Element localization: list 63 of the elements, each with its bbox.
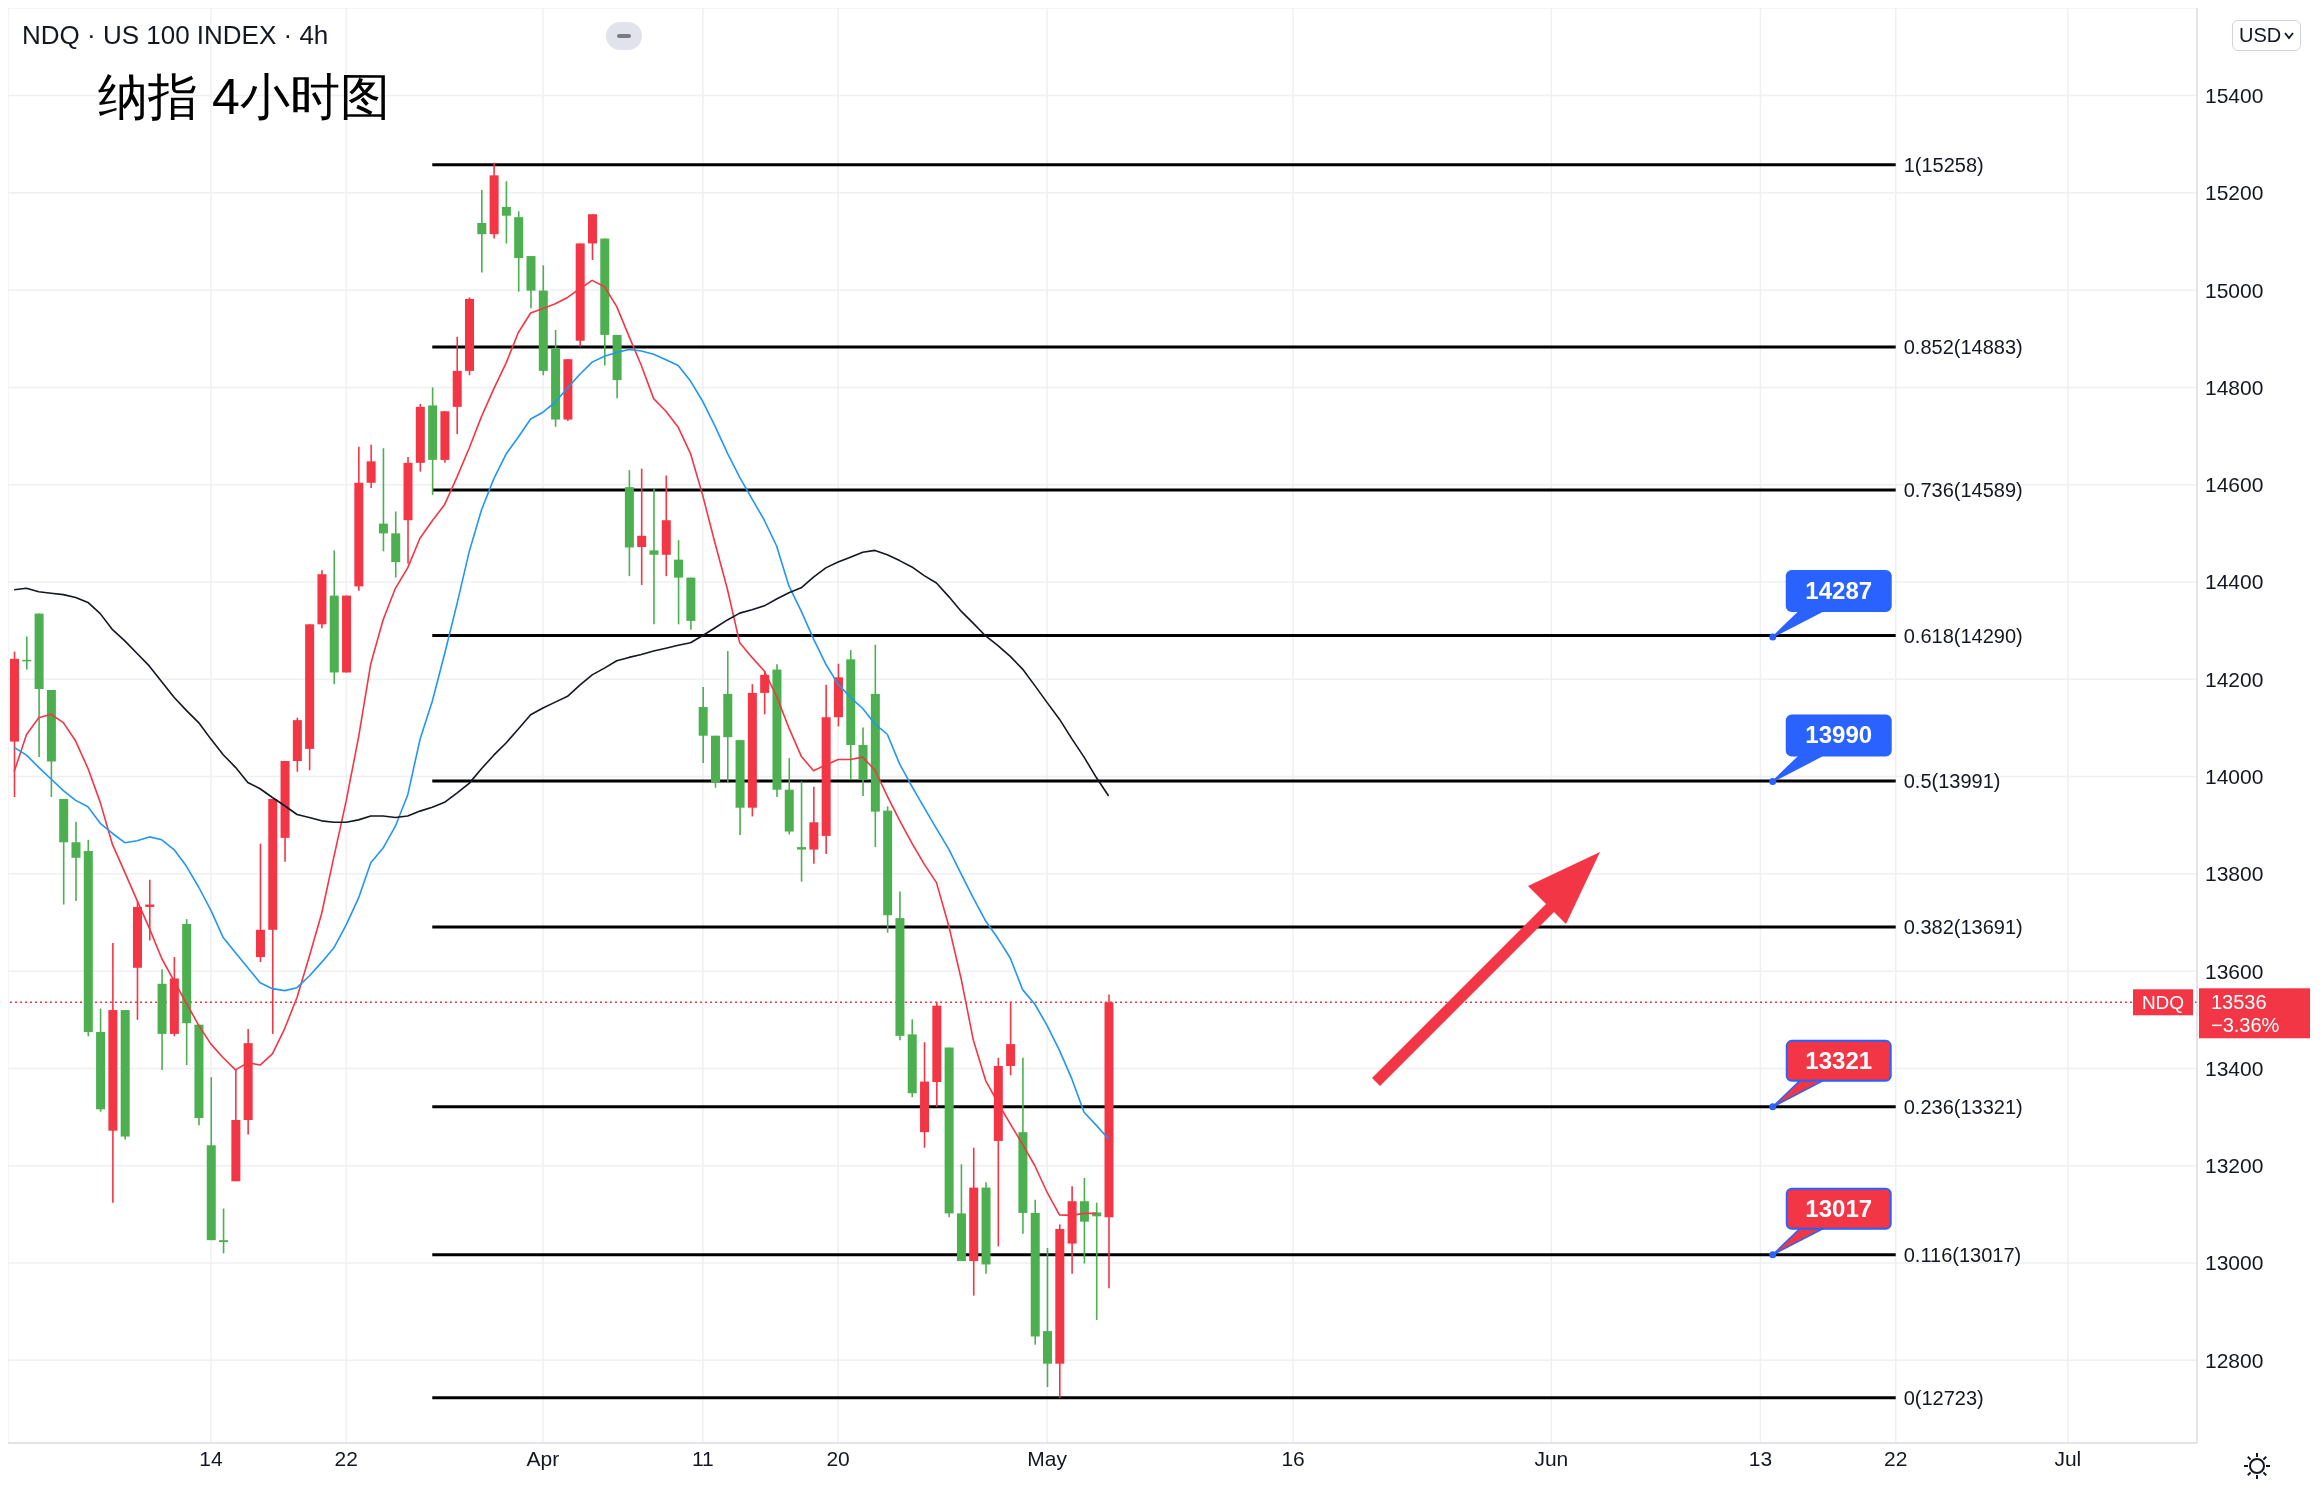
line-series — [13, 549, 1110, 824]
candlestick — [637, 467, 647, 586]
line-series — [13, 348, 1110, 1140]
x-tick-label: 22 — [334, 1446, 358, 1470]
y-tick-label: 14400 — [2205, 570, 2264, 594]
candlestick — [219, 1207, 229, 1255]
y-tick-label: 15400 — [2205, 84, 2264, 108]
candlestick — [378, 447, 388, 553]
x-tick-label: 13 — [1748, 1446, 1773, 1470]
x-tick-label: 22 — [1884, 1446, 1908, 1470]
ref-line-label: 1(15258) — [1903, 153, 1984, 176]
candlestick — [797, 780, 807, 883]
price-callout: 13990 — [1769, 714, 1892, 785]
text: NDQ · US 100 INDEX · 4h — [22, 20, 329, 51]
ref-line-label: 0.852(14883) — [1903, 336, 2023, 359]
ref-line-label: 0.236(13321) — [1903, 1095, 2023, 1118]
ref-line-label: 0.116(13017) — [1903, 1243, 2022, 1266]
y-tick-label: 15200 — [2205, 181, 2264, 205]
ref-line-label: NDQ — [2141, 992, 2185, 1014]
y-tick-label: 12800 — [2205, 1348, 2264, 1372]
candlestick — [366, 444, 376, 489]
ref-line-label: 0.736(14589) — [1903, 479, 2023, 502]
x-tick-label: 20 — [826, 1446, 850, 1470]
x-tick-label: Apr — [526, 1446, 560, 1470]
text: 13536 — [2211, 991, 2267, 1014]
candlestick — [649, 487, 659, 626]
candlestick — [1079, 1177, 1089, 1265]
candlestick — [477, 189, 487, 274]
price-callout: 14287 — [1769, 569, 1892, 641]
price-callout: 13321 — [1769, 1039, 1892, 1111]
annotation: 13017 — [1805, 1194, 1873, 1222]
y-tick-label: 13000 — [2205, 1251, 2264, 1275]
y-tick-label: 13200 — [2205, 1154, 2264, 1178]
y-tick-label: 13800 — [2205, 862, 2264, 886]
candlestick — [1092, 1201, 1102, 1321]
x-tick-label: Jul — [2054, 1446, 2082, 1470]
annotation: 13321 — [1805, 1046, 1873, 1074]
y-tick-label: 14000 — [2205, 765, 2264, 789]
x-tick-label: 16 — [1281, 1446, 1305, 1470]
annotation: 14287 — [1805, 576, 1873, 604]
ref-line-label: 0(12723) — [1903, 1386, 1984, 1409]
ref-line-label: 0.618(14290) — [1903, 624, 2023, 647]
candlestick — [760, 670, 770, 716]
ref-line-label: 0.5(13991) — [1903, 769, 2001, 792]
x-tick-label: 11 — [691, 1446, 714, 1470]
x-tick-label: Jun — [1534, 1446, 1569, 1470]
y-tick-label: 14800 — [2205, 375, 2264, 399]
y-tick-label: 13400 — [2205, 1056, 2264, 1080]
text: USD — [2239, 24, 2282, 47]
ref-line-label: 0.382(13691) — [1903, 915, 2023, 938]
text: 纳指 4小时图 — [98, 68, 390, 127]
y-tick-label: 14200 — [2205, 667, 2264, 691]
candlestick — [71, 821, 81, 902]
annotation: 13990 — [1805, 721, 1873, 749]
x-tick-label: 14 — [199, 1446, 223, 1470]
y-tick-label: 15000 — [2205, 278, 2264, 302]
x-tick-label: May — [1027, 1446, 1068, 1470]
price-callout: 13017 — [1769, 1187, 1892, 1259]
candlestick — [674, 539, 684, 626]
text: −3.36% — [2211, 1014, 2280, 1037]
y-tick-label: 14600 — [2205, 473, 2264, 497]
candlestick — [501, 180, 511, 245]
y-tick-label: 13600 — [2205, 959, 2264, 983]
